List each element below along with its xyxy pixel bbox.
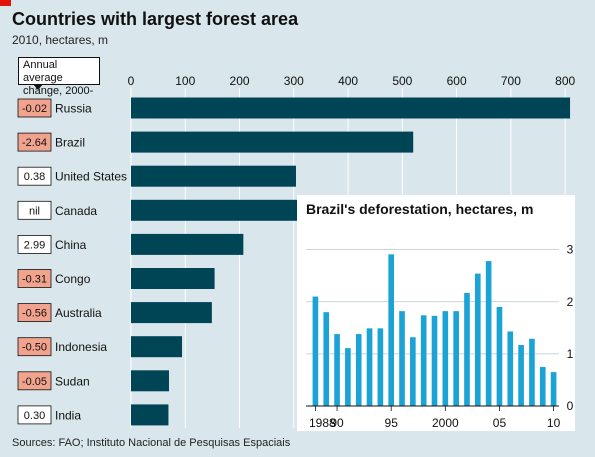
inset-x-tick-label: 2000 bbox=[432, 416, 459, 430]
change-box bbox=[17, 98, 52, 118]
bar bbox=[131, 165, 296, 187]
bar bbox=[131, 302, 212, 324]
inset-y-tick-label: 3 bbox=[567, 243, 574, 257]
country-label: Russia bbox=[55, 102, 92, 116]
inset-x-tick-label: 90 bbox=[330, 416, 344, 430]
inset-bar bbox=[366, 328, 373, 406]
inset-x-tick-label: 10 bbox=[547, 416, 561, 430]
callout-line-1: Annual average bbox=[23, 59, 63, 84]
country-label: United States bbox=[55, 170, 127, 184]
change-box bbox=[17, 371, 52, 391]
inset-bar bbox=[550, 372, 557, 406]
country-label: Australia bbox=[55, 306, 102, 320]
inset-bar bbox=[323, 312, 330, 406]
chart-subtitle: 2010, hectares, m bbox=[12, 33, 109, 47]
bar bbox=[131, 370, 169, 392]
inset-bar bbox=[388, 254, 395, 406]
inset-bar bbox=[431, 315, 438, 406]
country-label: China bbox=[55, 238, 87, 252]
inset-bar bbox=[399, 311, 405, 406]
change-value: 2.99 bbox=[24, 239, 45, 251]
change-value: 0.30 bbox=[24, 410, 45, 422]
change-box bbox=[17, 200, 52, 220]
change-box bbox=[17, 303, 52, 323]
inset-x-tick-label: 05 bbox=[493, 416, 507, 430]
chart-title: Countries with largest forest area bbox=[12, 9, 299, 29]
country-label: Brazil bbox=[55, 136, 85, 150]
inset-bar bbox=[442, 311, 449, 406]
inset-bar bbox=[312, 296, 319, 406]
change-value: -0.31 bbox=[22, 274, 47, 286]
bar bbox=[131, 97, 571, 119]
inset-bar bbox=[334, 334, 340, 406]
bar bbox=[131, 233, 244, 255]
bar bbox=[131, 268, 215, 289]
inset-bar bbox=[410, 337, 416, 406]
change-box bbox=[17, 132, 52, 152]
inset-bar bbox=[518, 345, 524, 406]
x-tick-label: 100 bbox=[175, 74, 195, 88]
x-tick-label: 200 bbox=[230, 74, 250, 88]
source-note: Sources: FAO; Instituto Nacional de Pesq… bbox=[12, 437, 291, 449]
inset-bar bbox=[345, 348, 351, 406]
change-value: -0.05 bbox=[22, 376, 47, 388]
inset-x-tick-label: 1988 bbox=[309, 416, 336, 430]
inset-bar bbox=[507, 331, 514, 406]
bar bbox=[131, 404, 169, 426]
x-tick-label: 400 bbox=[338, 74, 358, 88]
change-value: -0.56 bbox=[22, 308, 47, 320]
inset-y-tick-label: 2 bbox=[567, 295, 574, 309]
country-label: Canada bbox=[55, 204, 97, 218]
change-box bbox=[17, 337, 52, 357]
inset-x-tick-label: 95 bbox=[385, 416, 399, 430]
x-tick-label: 500 bbox=[392, 74, 412, 88]
change-value: nil bbox=[29, 205, 40, 217]
inset-y-tick-label: 0 bbox=[567, 399, 574, 413]
inset-bar bbox=[539, 366, 546, 406]
x-tick-label: 0 bbox=[128, 74, 135, 88]
bar bbox=[131, 199, 300, 221]
change-box bbox=[17, 269, 52, 288]
callout-pointer bbox=[33, 84, 43, 90]
country-label: Congo bbox=[55, 272, 91, 286]
change-box bbox=[17, 234, 52, 254]
x-tick-label: 300 bbox=[284, 74, 304, 88]
change-box bbox=[17, 166, 52, 186]
x-tick-label: 600 bbox=[447, 74, 467, 88]
country-label: Sudan bbox=[55, 374, 90, 388]
inset-bar bbox=[474, 273, 481, 406]
country-label: Indonesia bbox=[55, 340, 107, 354]
bar bbox=[131, 336, 183, 358]
inset-bar bbox=[485, 261, 492, 406]
inset-bar bbox=[453, 311, 459, 406]
inset-bar bbox=[529, 338, 535, 406]
change-value: -2.64 bbox=[22, 137, 47, 149]
inset-bar bbox=[496, 306, 503, 406]
change-box bbox=[17, 405, 52, 425]
country-label: India bbox=[55, 408, 81, 422]
x-tick-label: 800 bbox=[555, 74, 575, 88]
change-value: -0.02 bbox=[22, 103, 47, 115]
change-value: 0.38 bbox=[24, 171, 45, 183]
inset-bar bbox=[377, 328, 384, 406]
inset-y-tick-label: 1 bbox=[567, 347, 574, 361]
inset-bar bbox=[420, 315, 427, 406]
brand-accent bbox=[0, 0, 11, 6]
inset-bar bbox=[464, 292, 470, 406]
change-value: -0.50 bbox=[22, 342, 47, 354]
x-tick-label: 700 bbox=[501, 74, 521, 88]
inset-title: Brazil's deforestation, hectares, m bbox=[306, 201, 533, 217]
inset-bar bbox=[355, 334, 362, 406]
bar bbox=[131, 131, 414, 153]
